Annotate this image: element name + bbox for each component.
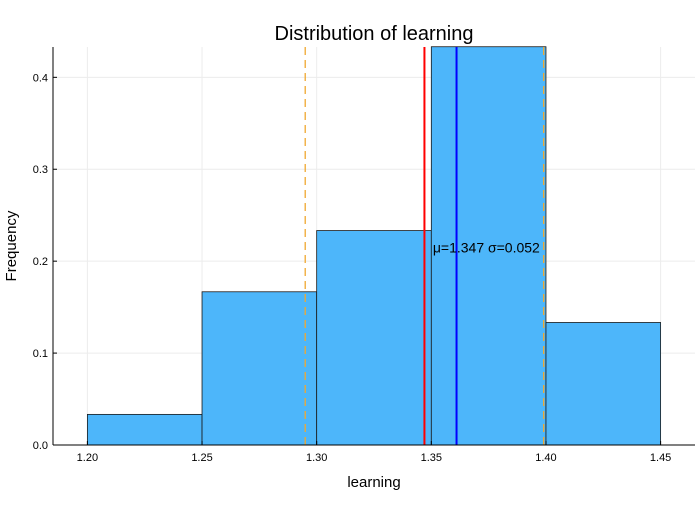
tick-labels: 1.20 1.25 1.30 1.35 1.40 1.45 0.0 0.1 0.2 0.3 0.4 <box>33 72 672 464</box>
y-tick-label: 0.0 <box>33 440 48 452</box>
x-tick-label: 1.40 <box>535 452 556 464</box>
histogram-bar <box>545 322 662 446</box>
histogram-bar <box>86 413 203 446</box>
y-axis-label: Frequency <box>3 210 20 281</box>
y-tick-label: 0.1 <box>33 348 48 360</box>
mean-std-annotation: μ=1.347 σ=0.052 <box>433 239 540 255</box>
x-axis-label: learning <box>347 474 400 491</box>
y-tick-label: 0.2 <box>33 256 48 268</box>
chart-title: Distribution of learning <box>275 23 474 45</box>
axes <box>52 47 695 446</box>
x-tick-label: 1.45 <box>650 452 671 464</box>
histogram-bar <box>430 46 547 446</box>
x-tick-label: 1.25 <box>191 452 212 464</box>
histogram-bar <box>316 230 432 446</box>
y-tick-label: 0.3 <box>33 164 48 176</box>
reference-lines <box>304 47 545 445</box>
histogram-bars <box>86 46 662 446</box>
x-tick-label: 1.20 <box>77 452 98 464</box>
x-tick-label: 1.30 <box>306 452 327 464</box>
x-tick-label: 1.35 <box>421 452 442 464</box>
y-tick-label: 0.4 <box>33 72 48 84</box>
histogram-bar <box>201 291 318 446</box>
